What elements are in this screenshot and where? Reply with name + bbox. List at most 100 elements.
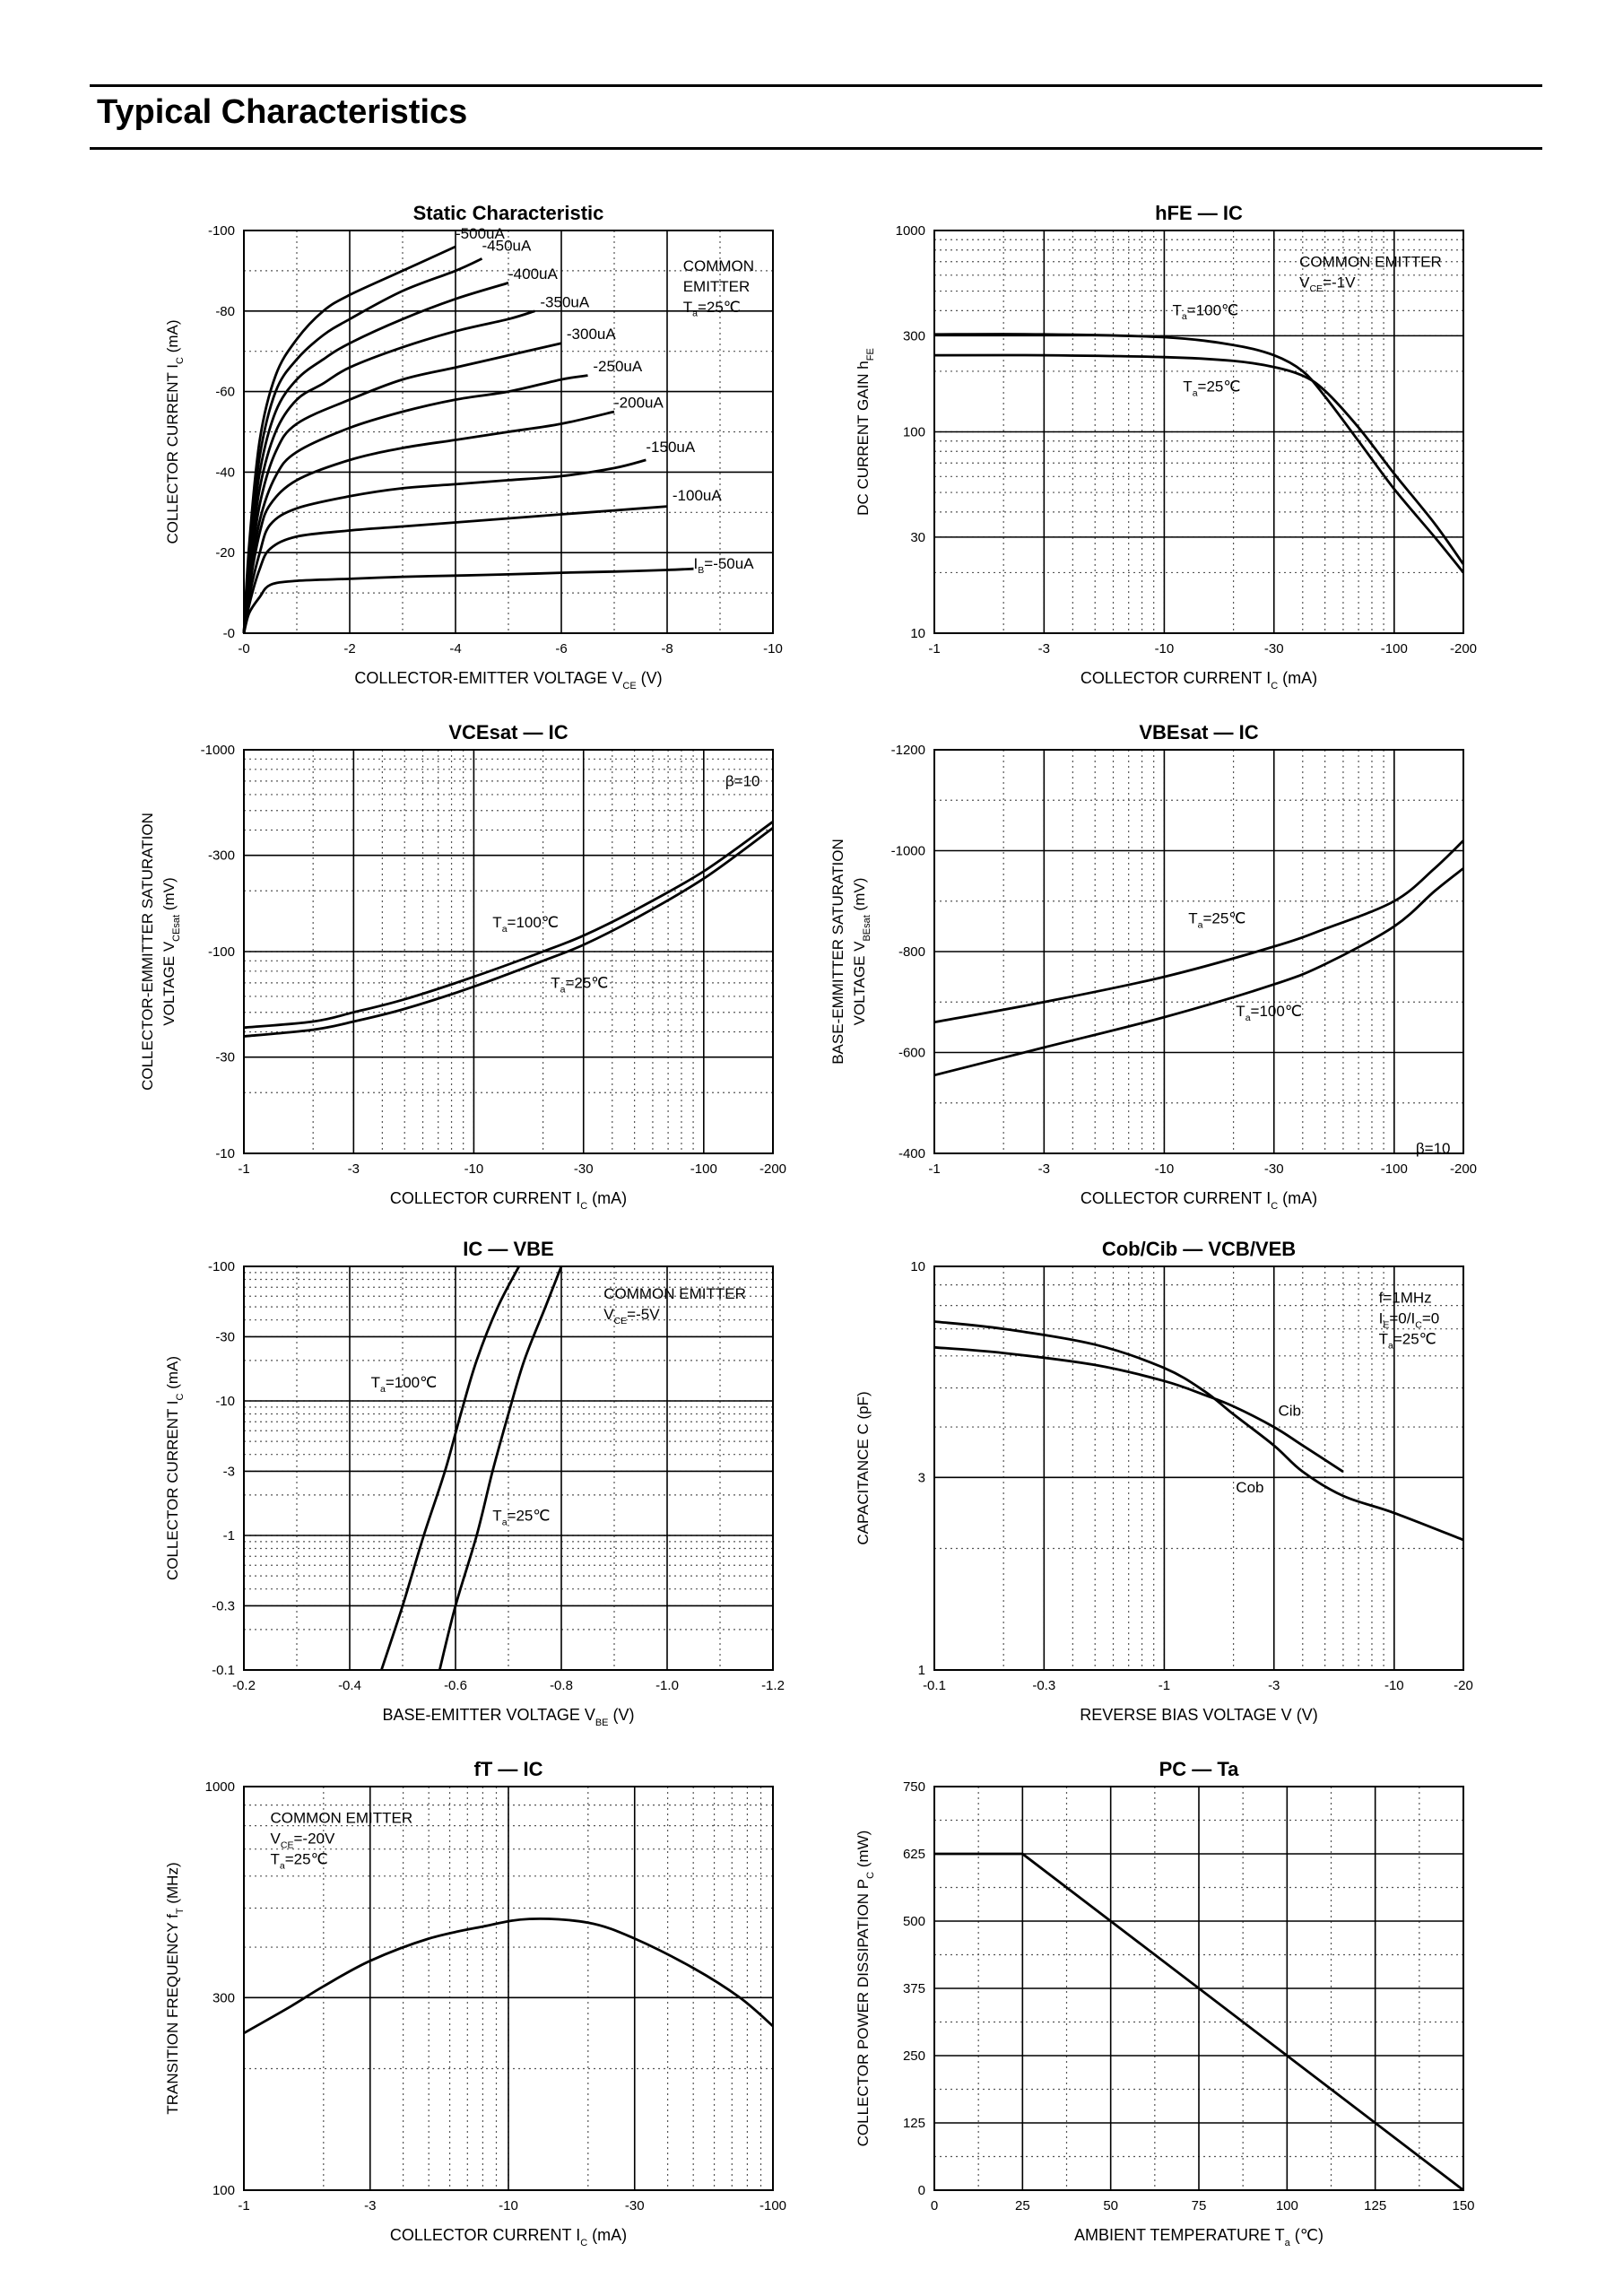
x-tick-label: -1 bbox=[928, 1161, 940, 1177]
chart-title: Cob/Cib — VCB/VEB bbox=[1102, 1238, 1296, 1260]
plot-frame bbox=[933, 1786, 1464, 2191]
plot-frame bbox=[243, 1265, 774, 1671]
y-tick-label: -100 bbox=[208, 944, 235, 960]
x-tick-label: -100 bbox=[759, 2198, 786, 2213]
x-tick-label: -100 bbox=[1381, 1161, 1408, 1177]
x-tick-label: -10 bbox=[1155, 1161, 1175, 1177]
x-tick-label: -10 bbox=[464, 1161, 484, 1177]
annotation-line: EMITTER bbox=[683, 278, 751, 295]
x-tick-label: -0.2 bbox=[232, 1678, 256, 1693]
chart-c7: -1 -3 -10 -30 -100 100 300 1000 fT — IC COLLECTOR… bbox=[164, 1758, 786, 2248]
y-axis-label-group: COLLECTOR CURRENT IC (mA) bbox=[164, 1356, 186, 1580]
y-tick-label: -1000 bbox=[891, 844, 925, 859]
x-tick-label: -6 bbox=[555, 641, 567, 657]
x-tick-label: -30 bbox=[1264, 1161, 1284, 1177]
plot-frame bbox=[933, 1265, 1464, 1671]
series-curve-1 bbox=[933, 353, 1465, 565]
x-tick-label: -1.2 bbox=[761, 1678, 785, 1693]
series-label: -150uA bbox=[646, 439, 695, 456]
series-label: -350uA bbox=[540, 293, 589, 310]
annotation-line: β=10 bbox=[725, 773, 760, 790]
y-axis-label: CAPACITANCE C (pF) bbox=[855, 1391, 872, 1544]
x-tick-label: 0 bbox=[931, 2198, 938, 2213]
y-tick-label: -20 bbox=[215, 545, 235, 561]
series-curve-0 bbox=[933, 839, 1464, 1024]
plot-frame bbox=[243, 1786, 774, 2191]
y-axis-label: COLLECTOR CURRENT IC (mA) bbox=[164, 319, 186, 544]
y-axis-label-group: TRANSITION FREQUENCY fT (MHz) bbox=[164, 1862, 186, 2114]
x-tick-label: -3 bbox=[364, 2198, 376, 2213]
x-tick-label: -8 bbox=[661, 641, 673, 657]
y-axis-label-line2: VOLTAGE VCEsat (mV) bbox=[161, 877, 182, 1025]
series-curve-1 bbox=[933, 1345, 1344, 1474]
y-tick-label: 3 bbox=[918, 1470, 925, 1485]
y-tick-label: 375 bbox=[903, 1981, 925, 1996]
x-axis-label: COLLECTOR-EMITTER VOLTAGE VCE (V) bbox=[354, 669, 662, 691]
y-tick-label: -600 bbox=[898, 1046, 925, 1061]
series-label: Ta=100℃ bbox=[1173, 301, 1239, 322]
x-tick-label: 25 bbox=[1015, 2198, 1030, 2213]
series-curve-0 bbox=[934, 1852, 1464, 2192]
series-curve-6 bbox=[242, 410, 615, 634]
x-tick-label: -0.4 bbox=[338, 1678, 361, 1693]
annotation-line: COMMON EMITTER bbox=[271, 1810, 413, 1827]
x-tick-label: -1.0 bbox=[655, 1678, 679, 1693]
y-axis-label-group: COLLECTOR-EMMITTER SATURATION VOLTAGE VCE… bbox=[139, 813, 182, 1091]
chart-title: VCEsat — IC bbox=[448, 721, 568, 744]
annotation-line: COMMON EMITTER bbox=[603, 1285, 746, 1302]
series-curve-5 bbox=[242, 374, 588, 634]
y-axis-label: BASE-EMMITTER SATURATION bbox=[829, 839, 846, 1065]
x-tick-label: 75 bbox=[1192, 2198, 1207, 2213]
series-curve-2 bbox=[242, 282, 509, 634]
x-tick-label: -10 bbox=[1155, 641, 1175, 657]
x-tick-label: -0.3 bbox=[1032, 1678, 1055, 1693]
chart-title: VBEsat — IC bbox=[1139, 721, 1258, 744]
x-tick-label: -1 bbox=[238, 1161, 249, 1177]
y-tick-label: 125 bbox=[903, 2116, 925, 2131]
x-tick-label: -30 bbox=[625, 2198, 645, 2213]
annotation-line: VCE=-20V bbox=[271, 1831, 335, 1851]
annotation-line: COMMON EMITTER bbox=[1299, 253, 1442, 270]
y-tick-label: 1 bbox=[918, 1663, 925, 1678]
x-tick-label: -0 bbox=[238, 641, 249, 657]
chart-title: hFE — IC bbox=[1155, 202, 1243, 224]
page-title: Typical Characteristics bbox=[97, 93, 468, 131]
x-tick-label: -3 bbox=[1038, 641, 1050, 657]
y-tick-label: -3 bbox=[223, 1464, 235, 1479]
y-axis-label-line2: VOLTAGE VBEsat (mV) bbox=[851, 878, 872, 1026]
y-tick-label: -0.1 bbox=[212, 1663, 235, 1678]
chart-title: PC — Ta bbox=[1159, 1758, 1240, 1780]
x-axis-label: COLLECTOR CURRENT IC (mA) bbox=[1081, 669, 1317, 691]
series-label: -450uA bbox=[482, 237, 532, 254]
y-axis-label: COLLECTOR-EMMITTER SATURATION bbox=[139, 813, 156, 1091]
y-tick-label: -30 bbox=[215, 1050, 235, 1065]
y-tick-label: -100 bbox=[208, 1259, 235, 1274]
x-tick-label: -20 bbox=[1454, 1678, 1473, 1693]
series-curve-0 bbox=[243, 821, 774, 1030]
series-curve-9 bbox=[242, 567, 694, 634]
series-label: IB=-50uA bbox=[694, 555, 755, 576]
x-tick-label: -10 bbox=[763, 641, 783, 657]
x-tick-label: -30 bbox=[574, 1161, 594, 1177]
series-curve-1 bbox=[933, 867, 1464, 1077]
series-label: -100uA bbox=[673, 487, 722, 504]
series-curve-0 bbox=[243, 1917, 774, 2035]
y-axis-label-group: CAPACITANCE C (pF) bbox=[855, 1391, 872, 1544]
header-rule-top bbox=[90, 84, 1542, 87]
y-axis-label: TRANSITION FREQUENCY fT (MHz) bbox=[164, 1862, 186, 2114]
series-curve-4 bbox=[242, 342, 562, 634]
annotation-line: Ta=25℃ bbox=[1379, 1331, 1436, 1352]
y-tick-label: 30 bbox=[910, 530, 925, 545]
annotation-line: VCE=-5V bbox=[603, 1306, 660, 1326]
x-tick-label: -1 bbox=[238, 2198, 249, 2213]
series-label: Ta=100℃ bbox=[492, 914, 559, 935]
y-axis-label: COLLECTOR CURRENT IC (mA) bbox=[164, 1356, 186, 1580]
y-tick-label: -40 bbox=[215, 465, 235, 480]
annotation-line: f=1MHz bbox=[1379, 1290, 1432, 1307]
annotation-line: Ta=25℃ bbox=[271, 1851, 328, 1872]
y-tick-label: -300 bbox=[208, 848, 235, 864]
series-curve-0 bbox=[933, 333, 1465, 574]
x-axis-label: REVERSE BIAS VOLTAGE V (V) bbox=[1080, 1706, 1317, 1724]
chart-c3: -1 -3 -10 -30 -100 -200 -10 -30 -100 -300 -1000 VCE… bbox=[139, 721, 786, 1212]
